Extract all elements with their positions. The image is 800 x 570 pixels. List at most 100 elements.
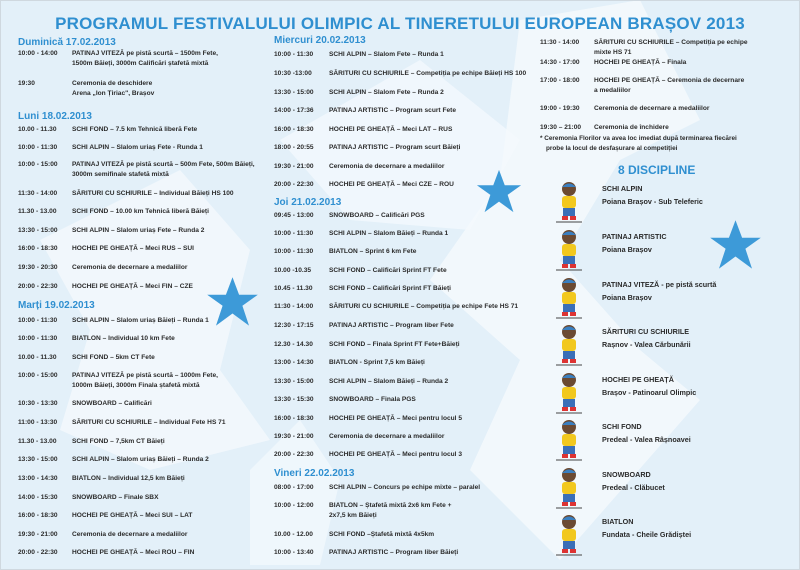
discipline-name: PATINAJ VITEZĂ - pe pistă scurtă bbox=[602, 280, 717, 289]
event-time: 13:30 - 15:00 bbox=[274, 89, 314, 96]
event-description: Ceremonia de decernare a medaliilor bbox=[329, 433, 445, 440]
event-time: 16:00 - 18:30 bbox=[18, 245, 58, 252]
mascot-biathlon-icon bbox=[556, 515, 582, 556]
day-heading: Joi 21.02.2013 bbox=[274, 197, 342, 208]
event-description: SĂRITURI CU SCHIURILE – Competiția pe ec… bbox=[594, 39, 748, 46]
event-time: 11.30 - 13.00 bbox=[18, 208, 57, 215]
event-time: 10:00 - 11:30 bbox=[18, 317, 58, 324]
event-description: SNOWBOARD – Finale SBX bbox=[72, 494, 159, 501]
event-time: 10:30 - 13:30 bbox=[18, 400, 58, 407]
event-description: 1500m Băieți, 3000m Calificări ștafetă m… bbox=[72, 60, 209, 67]
event-description: 1000m Băieți, 3000m Finala ștafetă mixtă bbox=[72, 382, 200, 389]
event-time: 13:30 - 15:00 bbox=[18, 456, 58, 463]
mascot-ski-jumping-icon bbox=[556, 325, 582, 366]
event-description: HOCHEI PE GHEAȚĂ – Ceremonia de decernar… bbox=[594, 77, 745, 84]
event-description: SCHI FOND – 5km CT Fete bbox=[72, 354, 155, 361]
event-description: SCHI ALPIN – Concurs pe echipe mixte – p… bbox=[329, 484, 481, 491]
event-description: PATINAJ ARTISTIC – Program scurt Fete bbox=[329, 107, 457, 114]
discipline-item: SĂRITURI CU SCHIURILE Rașnov - Valea Căr… bbox=[550, 323, 790, 367]
event-time: 10.00 -10.35 bbox=[274, 267, 312, 274]
event-time: 13:30 - 15:00 bbox=[274, 378, 314, 385]
event-time: 10:00 - 11:30 bbox=[274, 51, 314, 58]
event-time: 10.00 - 11.30 bbox=[18, 354, 57, 361]
event-description: Ceremonia de deschidere bbox=[72, 80, 153, 87]
event-time: 19:30 bbox=[18, 80, 35, 87]
event-time: 12:30 - 17:15 bbox=[274, 322, 314, 329]
event-description: SCHI FOND – 7.5 km Tehnică liberă Fete bbox=[72, 126, 198, 133]
event-description: Arena „Ion Țiriac", Brașov bbox=[72, 90, 155, 97]
event-description: SCHI ALPIN – Slalom uriaș Băieți – Runda… bbox=[72, 456, 209, 463]
event-time: 10:00 - 12:00 bbox=[274, 502, 314, 509]
event-description: BIATLON - Sprint 7,5 km Băieți bbox=[329, 359, 425, 366]
event-description: PATINAJ ARTISTIC – Program liber Băieți bbox=[329, 549, 459, 556]
event-time: 13:00 - 14:30 bbox=[274, 359, 314, 366]
event-description: a medaliilor bbox=[594, 87, 631, 94]
event-description: SCHI FOND – Calificări Sprint FT Băieți bbox=[329, 285, 452, 292]
event-description: PATINAJ VITEZĂ pe pistă scurtă – 1000m F… bbox=[72, 372, 218, 379]
event-time: 16:00 - 18:30 bbox=[18, 512, 58, 519]
event-description: SCHI ALPIN – Slalom Băieți – Runda 1 bbox=[329, 230, 449, 237]
event-description: SĂRITURI CU SCHIURILE – Individual Fete … bbox=[72, 419, 226, 426]
mascot-figure-skating-icon bbox=[556, 230, 582, 271]
event-time: 12.30 - 14.30 bbox=[274, 341, 313, 348]
footnote: * Ceremonia Florilor va avea loc imediat… bbox=[540, 134, 737, 154]
event-time: 10:00 - 15:00 bbox=[18, 372, 58, 379]
event-description: BIATLON – Individual 12,5 km Băieți bbox=[72, 475, 185, 482]
footnote-line: probe la locul de desfașurare al competi… bbox=[546, 145, 678, 152]
event-description: HOCHEI PE GHEAȚĂ – Meci CZE – ROU bbox=[329, 181, 454, 188]
discipline-venue: Predeal - Valea Râșnoavei bbox=[602, 435, 691, 444]
event-time: 13:30 - 15:30 bbox=[274, 396, 314, 403]
event-description: SCHI ALPIN – Slalom Fete – Runda 1 bbox=[329, 51, 444, 58]
event-description: BIATLON – Individual 10 km Fete bbox=[72, 335, 175, 342]
event-description: HOCHEI PE GHEAȚĂ – Finala bbox=[594, 59, 687, 66]
event-description: Ceremonia de decernare a medaliilor bbox=[72, 264, 188, 271]
discipline-venue: Poiana Brașov bbox=[602, 293, 652, 302]
event-description: SĂRITURI CU SCHIURILE – Individual Băieț… bbox=[72, 190, 234, 197]
mascot-hockey-icon bbox=[556, 373, 582, 414]
event-description: HOCHEI PE GHEAȚĂ – Meci RUS – SUI bbox=[72, 245, 195, 252]
discipline-item: SCHI FOND Predeal - Valea Râșnoavei bbox=[550, 418, 790, 462]
event-description: SCHI ALPIN – Slalom uriaș Fete - Runda 1 bbox=[72, 144, 203, 151]
event-description: PATINAJ ARTISTIC – Program liber Fete bbox=[329, 322, 454, 329]
event-time: 19:00 - 19:30 bbox=[540, 105, 580, 112]
event-time: 11:30 - 14:00 bbox=[274, 303, 314, 310]
day-heading: Duminică 17.02.2013 bbox=[18, 37, 116, 48]
event-time: 19:30 - 20:30 bbox=[18, 264, 58, 271]
page-title: PROGRAMUL FESTIVALULUI OLIMPIC AL TINERE… bbox=[55, 14, 745, 33]
event-time: 19:30 - 21:00 bbox=[18, 531, 58, 538]
event-description: HOCHEI PE GHEAȚĂ – Meci FIN – CZE bbox=[72, 283, 193, 290]
event-time: 10:00 - 11:30 bbox=[18, 335, 58, 342]
event-description: SNOWBOARD – Calificări PGS bbox=[329, 212, 425, 219]
event-description: BIATLON – Ștafetă mixtă 2x6 km Fete + bbox=[329, 502, 452, 509]
day-heading: Marți 19.02.2013 bbox=[18, 300, 95, 311]
disciplines-heading: 8 DISCIPLINE bbox=[618, 163, 696, 177]
day-heading: Vineri 22.02.2013 bbox=[274, 468, 355, 479]
event-time: 13:00 - 14:30 bbox=[18, 475, 58, 482]
event-time: 10:00 - 13:40 bbox=[274, 549, 314, 556]
event-description: SNOWBOARD – Finala PGS bbox=[329, 396, 416, 403]
day-heading: Luni 18.02.2013 bbox=[18, 111, 92, 122]
event-description: HOCHEI PE GHEAȚĂ – Meci pentru locul 5 bbox=[329, 415, 462, 422]
event-time: 20:00 - 22:30 bbox=[274, 451, 314, 458]
event-time: 10:00 - 11:30 bbox=[274, 230, 314, 237]
event-description: Ceremonia de închidere bbox=[594, 124, 669, 131]
star-decoration-icon bbox=[207, 277, 258, 326]
event-description: SCHI FOND – 7,5km CT Băieți bbox=[72, 438, 165, 445]
event-description: PATINAJ VITEZĂ pe pistă scurtă – 500m Fe… bbox=[72, 161, 255, 168]
event-time: 10.45 - 11.30 bbox=[274, 285, 313, 292]
event-time: 09:45 - 13:00 bbox=[274, 212, 314, 219]
event-description: SĂRITURI CU SCHIURILE – Competiția pe ec… bbox=[329, 70, 527, 77]
discipline-venue: Poiana Brașov bbox=[602, 245, 652, 254]
event-time: 18:00 - 20:55 bbox=[274, 144, 314, 151]
event-time: 08:00 - 17:00 bbox=[274, 484, 314, 491]
event-time: 10.00 - 11.30 bbox=[18, 126, 57, 133]
event-description: 3000m semifinale stafetă mixtă bbox=[72, 171, 169, 178]
event-description: Ceremonia de decernare a medaliilor bbox=[72, 531, 188, 538]
event-time: 11:30 - 14:00 bbox=[540, 39, 580, 46]
event-time: 13:30 - 15:00 bbox=[18, 227, 58, 234]
discipline-item: PATINAJ ARTISTIC Poiana Brașov bbox=[550, 228, 790, 272]
event-time: 17:00 - 18:00 bbox=[540, 77, 580, 84]
event-description: SCHI ALPIN – Slalom uriaș Băieți – Runda… bbox=[72, 317, 209, 324]
day-heading: Miercuri 20.02.2013 bbox=[274, 35, 366, 46]
event-time: 10:00 - 11:30 bbox=[18, 144, 58, 151]
